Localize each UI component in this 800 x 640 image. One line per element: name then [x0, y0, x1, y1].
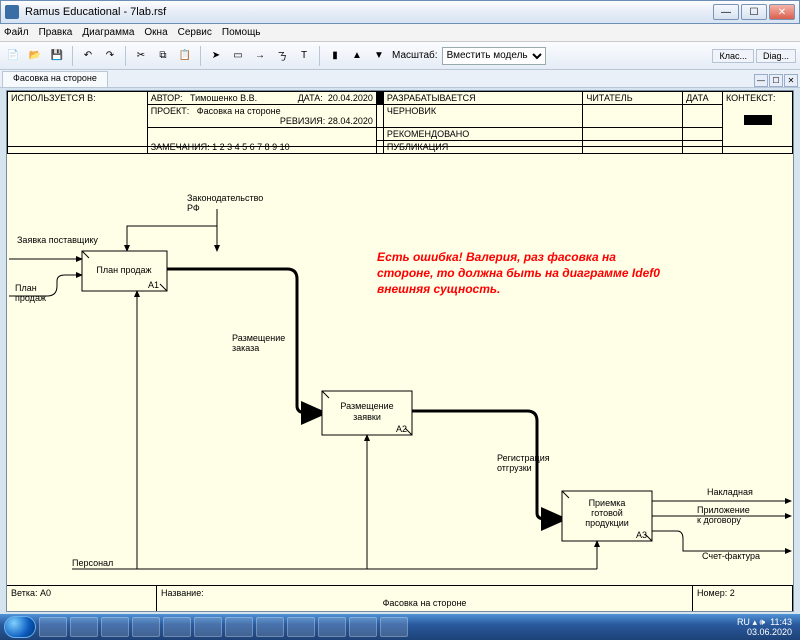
new-icon[interactable]: 📄	[4, 47, 22, 65]
window-titlebar: Ramus Educational - 7lab.rsf — ☐ ✕	[0, 0, 800, 24]
taskbar-app-4[interactable]	[132, 617, 160, 637]
system-tray[interactable]: RU ▴ 🕪 11:4303.06.2020	[737, 617, 796, 637]
svg-text:Планпродаж: Планпродаж	[15, 283, 46, 303]
taskbar-app-7[interactable]	[225, 617, 253, 637]
idef0-footer: Ветка: A0 Название:Фасовка на стороне Но…	[7, 585, 793, 611]
svg-text:A3: A3	[636, 530, 647, 540]
cut-icon[interactable]: ✂	[132, 47, 150, 65]
menu-service[interactable]: Сервис	[178, 27, 212, 38]
svg-text:Есть ошибка! Валерия, раз фасо: Есть ошибка! Валерия, раз фасовка на сто…	[377, 250, 663, 296]
diagram-canvas: ИСПОЛЬЗУЕТСЯ В: АВТОР: Тимошенко В.В. ДА…	[6, 90, 794, 612]
tab-max-icon[interactable]: ☐	[769, 74, 783, 87]
open-icon[interactable]: 📂	[26, 47, 44, 65]
taskbar-app-3[interactable]	[101, 617, 129, 637]
menu-edit[interactable]: Правка	[39, 27, 73, 38]
copy-icon[interactable]: ⧉	[154, 47, 172, 65]
fill-icon[interactable]: ▮	[326, 47, 344, 65]
panel-diag-button[interactable]: Diag...	[756, 49, 796, 63]
redo-icon[interactable]: ↷	[101, 47, 119, 65]
toolbar: 📄 📂 💾 ↶ ↷ ✂ ⧉ 📋 ➤ ▭ → ㄋ T ▮ ▲ ▼ Масштаб:…	[0, 42, 800, 70]
svg-text:A1: A1	[148, 280, 159, 290]
menu-help[interactable]: Помощь	[222, 27, 261, 38]
svg-text:Размещениезаказа: Размещениезаказа	[232, 333, 285, 353]
taskbar-app-10[interactable]	[318, 617, 346, 637]
tab-min-icon[interactable]: —	[754, 74, 768, 87]
taskbar: RU ▴ 🕪 11:4303.06.2020	[0, 614, 800, 640]
svg-text:План продаж: План продаж	[96, 265, 151, 275]
idef0-header: ИСПОЛЬЗУЕТСЯ В: АВТОР: Тимошенко В.В. ДА…	[7, 91, 793, 147]
up-icon[interactable]: ▲	[348, 47, 366, 65]
tab-close-icon[interactable]: ✕	[784, 74, 798, 87]
scale-label: Масштаб:	[392, 50, 438, 61]
box-icon[interactable]: ▭	[229, 47, 247, 65]
maximize-button[interactable]: ☐	[741, 4, 767, 20]
svg-text:A2: A2	[396, 424, 407, 434]
taskbar-app-12[interactable]	[380, 617, 408, 637]
scale-select[interactable]: Вместить модель	[442, 47, 546, 65]
taskbar-app-9[interactable]	[287, 617, 315, 637]
arrow-icon[interactable]: →	[251, 47, 269, 65]
svg-text:Приемкаготовойпродукции: Приемкаготовойпродукции	[585, 498, 629, 528]
tab-doc[interactable]: Фасовка на стороне	[2, 71, 108, 87]
app-icon	[5, 5, 19, 19]
taskbar-app-1[interactable]	[39, 617, 67, 637]
close-button[interactable]: ✕	[769, 4, 795, 20]
svg-text:Заявка поставщику: Заявка поставщику	[17, 235, 98, 245]
pointer-icon[interactable]: ➤	[207, 47, 225, 65]
text-icon[interactable]: T	[295, 47, 313, 65]
tabstrip: Фасовка на стороне — ☐ ✕	[0, 70, 800, 88]
menu-diagram[interactable]: Диаграмма	[82, 27, 134, 38]
menubar: Файл Правка Диаграмма Окна Сервис Помощь	[0, 24, 800, 42]
menu-file[interactable]: Файл	[4, 27, 29, 38]
svg-text:Счет-фактура: Счет-фактура	[702, 551, 760, 561]
window-title: Ramus Educational - 7lab.rsf	[25, 6, 166, 18]
svg-text:ЗаконодательствоРФ: ЗаконодательствоРФ	[187, 193, 263, 213]
taskbar-app-11[interactable]	[349, 617, 377, 637]
taskbar-app-2[interactable]	[70, 617, 98, 637]
down-icon[interactable]: ▼	[370, 47, 388, 65]
save-icon[interactable]: 💾	[48, 47, 66, 65]
panel-klas-button[interactable]: Клас...	[712, 49, 754, 63]
taskbar-app-6[interactable]	[194, 617, 222, 637]
svg-text:Персонал: Персонал	[72, 558, 113, 568]
svg-text:Регистрацияотгрузки: Регистрацияотгрузки	[497, 453, 550, 473]
idef0-diagram: Заявка поставщику Планпродаж Законодател…	[7, 147, 793, 585]
svg-text:Накладная: Накладная	[707, 487, 753, 497]
menu-windows[interactable]: Окна	[144, 27, 167, 38]
start-button[interactable]	[4, 616, 36, 638]
taskbar-app-8[interactable]	[256, 617, 284, 637]
tilde-icon[interactable]: ㄋ	[273, 47, 291, 65]
minimize-button[interactable]: —	[713, 4, 739, 20]
svg-text:Приложениек договору: Приложениек договору	[697, 505, 750, 525]
paste-icon[interactable]: 📋	[176, 47, 194, 65]
undo-icon[interactable]: ↶	[79, 47, 97, 65]
taskbar-app-5[interactable]	[163, 617, 191, 637]
